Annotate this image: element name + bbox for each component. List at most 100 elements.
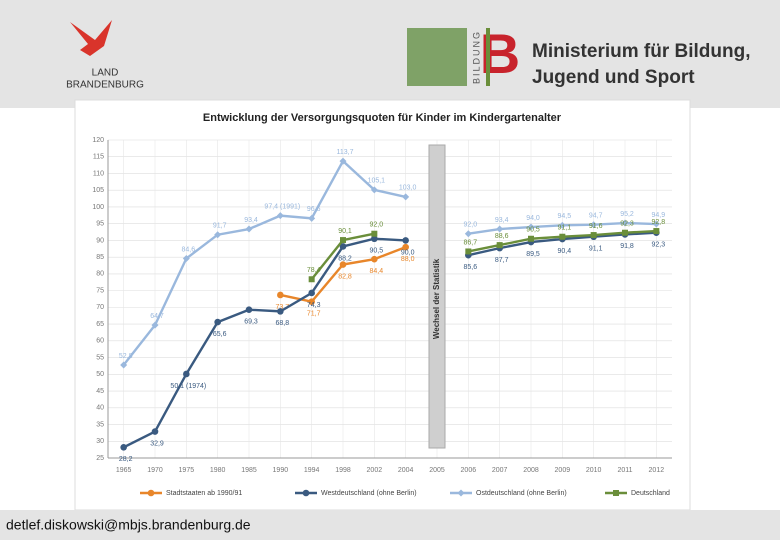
marker (402, 243, 409, 251)
value-label: 28,2 (119, 456, 133, 463)
marker (371, 235, 378, 243)
ministry-name: Jugend und Sport (532, 67, 695, 88)
marker (151, 428, 159, 435)
value-label: 91,8 (620, 243, 634, 250)
legend-label: Stadtstaaten ab 1990/91 (166, 490, 242, 497)
legend-label: Ostdeutschland (ohne Berlin) (476, 490, 567, 497)
value-label: 84,4 (370, 268, 384, 275)
marker (340, 237, 346, 244)
y-tick-label: 60 (96, 338, 104, 345)
x-tick-label: 1998 (335, 467, 351, 474)
y-tick-label: 25 (96, 455, 104, 462)
value-label: 97,4 (1991) (264, 203, 300, 210)
y-tick-label: 110 (93, 170, 104, 177)
marker (621, 219, 629, 227)
value-label: 90,1 (338, 228, 352, 235)
x-tick-label: 2011 (617, 467, 632, 474)
value-label: 94,9 (652, 212, 666, 219)
marker (653, 228, 660, 235)
value-label: 92,3 (652, 242, 666, 249)
footer-email: detlef.diskowski@mbjs.brandenburg.de (6, 517, 251, 533)
x-tick-label: 1970 (147, 467, 163, 474)
footer-band (0, 510, 780, 540)
value-label: 78,4 (307, 267, 321, 274)
chart-frame (74, 99, 691, 511)
y-tick-label: 115 (93, 154, 104, 161)
eagle-logo (70, 20, 112, 56)
value-label: 65,6 (213, 331, 227, 338)
x-tick-label: 2007 (492, 467, 508, 474)
value-label: 90,0 (401, 249, 415, 256)
plot: 25 30 35 40 45 50 55 60 65 70 75 80 85 90 95 100 105 110 1… (92, 137, 672, 497)
marker (371, 230, 378, 237)
value-label: 93,4 (495, 217, 509, 224)
marker (613, 490, 619, 496)
value-label: 90,5 (526, 227, 540, 234)
marker (182, 254, 190, 262)
marker (277, 308, 284, 315)
value-label: 68,8 (276, 320, 290, 327)
value-label: 94,0 (526, 215, 540, 222)
marker (302, 489, 310, 497)
marker (590, 232, 597, 239)
value-label: 82,8 (338, 273, 352, 280)
logo-b: B (480, 22, 520, 85)
value-label: 90,5 (370, 248, 384, 255)
marker (339, 243, 347, 250)
y-tick-label: 50 (96, 371, 104, 378)
y-tick-label: 120 (92, 137, 104, 144)
marker (559, 233, 566, 240)
value-label: 88,0 (401, 256, 415, 263)
value-label: 84,6 (182, 246, 196, 253)
logo-text: LAND (92, 68, 119, 79)
value-label: 92,0 (464, 222, 478, 229)
y-tick-label: 105 (92, 187, 104, 194)
x-tick-label: 1985 (241, 467, 257, 474)
marker (308, 298, 315, 305)
y-tick-label: 85 (96, 254, 104, 261)
value-label: 64,7 (150, 313, 164, 320)
value-label: 71,7 (307, 311, 321, 318)
marker (558, 221, 566, 229)
marker (245, 225, 253, 233)
marker (528, 235, 534, 242)
logo-vertical: BILDUNG (471, 30, 481, 84)
x-tick-label: 2005 (429, 467, 445, 474)
value-label: 52,8 (119, 353, 133, 360)
marker (339, 261, 347, 268)
ministry-name: Ministerium für Bildung, (532, 41, 751, 62)
marker (370, 186, 378, 194)
marker (308, 214, 316, 222)
y-tick-label: 70 (96, 304, 104, 311)
logo-bar (486, 28, 490, 86)
value-label: 50,1 (1974) (170, 383, 206, 390)
marker (276, 212, 284, 220)
marker (622, 229, 628, 236)
marker (402, 193, 410, 201)
series-line (123, 237, 406, 449)
y-tick-label: 35 (96, 421, 104, 428)
value-label: 90,4 (558, 248, 572, 255)
legend-label: Deutschland (631, 490, 670, 497)
ministry-photo (407, 28, 467, 86)
marker (151, 321, 159, 329)
marker (245, 306, 253, 314)
x-tick-label: 2002 (367, 467, 383, 474)
value-label: 89,5 (526, 251, 540, 258)
marker (147, 489, 155, 497)
x-tick-label: 1965 (116, 467, 132, 474)
value-label: 94,5 (558, 213, 572, 220)
value-label: 91,1 (558, 225, 572, 232)
value-label: 91,7 (213, 223, 227, 230)
marker (496, 242, 503, 249)
value-label: 69,3 (244, 319, 258, 326)
value-label: 32,9 (150, 440, 164, 447)
marker (277, 291, 284, 299)
value-label: 95,2 (620, 211, 634, 218)
y-tick-label: 30 (96, 438, 104, 445)
value-label: 94,7 (589, 213, 603, 220)
x-tick-label: 2010 (586, 467, 602, 474)
logo-text: BRANDENBURG (66, 80, 144, 91)
y-tick-label: 75 (96, 287, 104, 294)
